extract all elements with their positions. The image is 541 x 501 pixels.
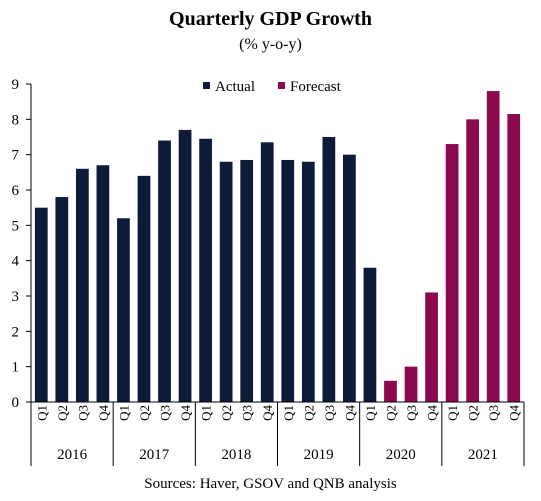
x-year-label: 2018	[221, 447, 251, 463]
bar-actual	[117, 218, 130, 402]
x-quarter-label: Q2	[466, 405, 481, 421]
chart-source: Sources: Haver, GSOV and QNB analysis	[144, 476, 397, 492]
bar-actual	[137, 175, 151, 402]
x-quarter-label: Q1	[34, 405, 49, 421]
y-tick-label: 1	[12, 360, 20, 376]
bar-forecast	[466, 119, 480, 402]
x-year-label: 2017	[139, 447, 170, 463]
x-quarter-label: Q1	[116, 405, 131, 421]
y-tick-label: 6	[12, 183, 20, 199]
bar-actual	[178, 129, 192, 402]
x-quarter-label: Q2	[55, 405, 70, 421]
x-quarter-label: Q2	[383, 405, 398, 421]
x-year-label: 2021	[468, 447, 498, 463]
x-quarter-label: Q4	[178, 405, 193, 421]
bar-forecast	[507, 114, 521, 403]
bar-actual	[55, 197, 69, 402]
bar-forecast	[384, 380, 397, 402]
bar-forecast	[425, 292, 438, 402]
chart-title: Quarterly GDP Growth	[169, 8, 372, 30]
x-quarter-label: Q4	[260, 405, 275, 421]
x-quarter-label: Q3	[158, 405, 173, 421]
x-quarter-label: Q3	[322, 405, 337, 421]
y-tick-label: 7	[12, 148, 20, 164]
bar-chart-svg: 0 1 2 3 4 5 6 7 8 9 Q1 Q2 Q3 Q4 Q1 Q2 Q3 Q4 Q1 Q2 Q3 Q4 Q1 Q2 Q3…	[12, 77, 525, 466]
x-quarter-label: Q3	[240, 405, 255, 421]
y-tick-label: 4	[12, 254, 20, 270]
x-quarter-label: Q4	[507, 405, 522, 421]
y-tick-label: 0	[12, 395, 20, 411]
bar-actual	[281, 159, 295, 402]
legend-swatch-actual	[203, 82, 210, 89]
x-quarter-label: Q1	[363, 405, 378, 421]
x-quarter-label: Q4	[342, 405, 357, 421]
bar-actual	[240, 159, 254, 402]
x-quarter-label: Q2	[219, 405, 234, 421]
x-quarter-label: Q1	[281, 405, 296, 421]
bar-actual	[75, 168, 89, 402]
x-quarter-label: Q3	[486, 405, 501, 421]
x-quarter-label: Q3	[75, 405, 90, 421]
legend-label-actual: Actual	[215, 79, 255, 95]
y-tick-label: 2	[12, 324, 20, 340]
x-quarter-label: Q1	[199, 405, 214, 421]
bar-actual	[343, 154, 356, 402]
bar-forecast	[445, 144, 459, 403]
bar-actual	[301, 161, 315, 402]
x-year-label: 2019	[304, 447, 334, 463]
bar-actual	[219, 161, 233, 402]
bar-actual	[322, 137, 336, 402]
y-tick-label: 5	[12, 218, 20, 234]
bar-actual	[34, 207, 48, 402]
y-tick-label: 8	[12, 112, 20, 128]
bar-forecast	[404, 366, 418, 402]
bar-actual	[260, 142, 274, 403]
y-tick-label: 3	[12, 289, 20, 305]
x-quarter-label: Q1	[445, 405, 460, 421]
bar-actual	[199, 138, 212, 402]
bar-actual	[158, 140, 171, 403]
x-quarter-label: Q4	[425, 405, 440, 421]
x-quarter-label: Q2	[137, 405, 152, 421]
bar-forecast	[486, 91, 500, 403]
bar-actual	[96, 165, 110, 402]
y-tick-label: 9	[12, 77, 20, 93]
legend-swatch-forecast	[278, 82, 285, 89]
bar-actual	[363, 267, 377, 402]
legend-label-forecast: Forecast	[290, 79, 342, 95]
x-year-label: 2020	[386, 447, 416, 463]
x-year-label: 2016	[57, 447, 88, 463]
chart-subtitle: (% y-o-y)	[239, 36, 302, 53]
x-quarter-label: Q4	[96, 405, 111, 421]
x-quarter-label: Q3	[404, 405, 419, 421]
x-quarter-label: Q2	[301, 405, 316, 421]
